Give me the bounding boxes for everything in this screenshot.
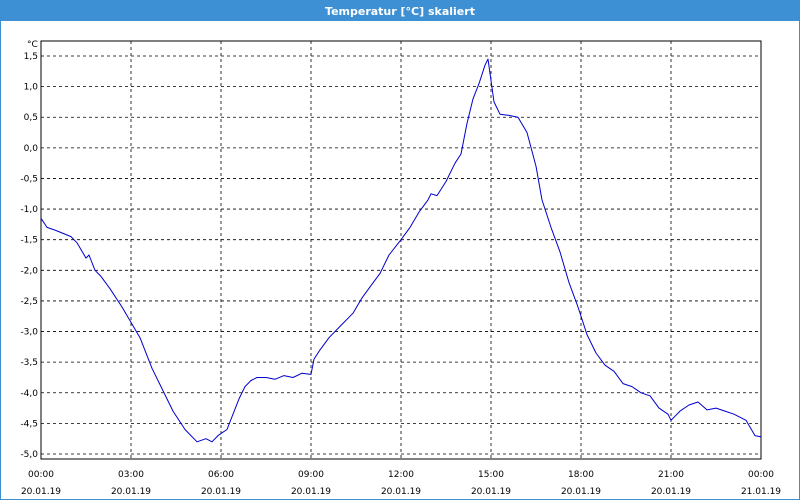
x-tick-time-label: 21:00	[658, 470, 684, 480]
window-title: Temperatur [°C] skaliert	[1, 1, 799, 21]
y-tick-label: -2,0	[20, 266, 38, 276]
x-tick-date-label: 20.01.19	[471, 487, 511, 497]
x-tick-time-label: 06:00	[208, 470, 234, 480]
y-tick-label: -4,0	[20, 389, 38, 399]
x-tick-time-label: 00:00	[748, 470, 774, 480]
x-tick-time-label: 03:00	[118, 470, 144, 480]
x-tick-time-label: 00:00	[28, 470, 54, 480]
x-tick-date-label: 20.01.19	[381, 487, 421, 497]
y-tick-label: -3,0	[20, 328, 38, 338]
x-tick-date-label: 20.01.19	[651, 487, 691, 497]
y-tick-label: -2,5	[20, 297, 38, 307]
x-tick-date-label: 20.01.19	[21, 487, 61, 497]
y-tick-label: -1,0	[20, 205, 38, 215]
y-tick-label: 0,5	[24, 113, 38, 123]
y-tick-label: 1,5	[24, 52, 38, 62]
x-tick-date-label: 20.01.19	[111, 487, 151, 497]
y-tick-label: 1,0	[24, 83, 39, 93]
y-tick-label: 0,0	[24, 144, 39, 154]
x-tick-time-label: 18:00	[568, 470, 594, 480]
x-tick-time-label: 09:00	[298, 470, 324, 480]
y-tick-label: -4,5	[20, 419, 38, 429]
x-tick-date-label: 20.01.19	[291, 487, 331, 497]
x-tick-time-label: 12:00	[388, 470, 414, 480]
y-tick-label: -5,0	[20, 450, 38, 460]
y-tick-label: -1,5	[20, 236, 38, 246]
x-tick-date-label: 21.01.19	[741, 487, 781, 497]
temperature-series-line	[40, 58, 762, 443]
y-tick-label: -3,5	[20, 358, 38, 368]
x-tick-date-label: 20.01.19	[561, 487, 601, 497]
y-tick-label: -0,5	[20, 174, 38, 184]
x-tick-date-label: 20.01.19	[201, 487, 241, 497]
x-tick-time-label: 15:00	[478, 470, 504, 480]
y-axis-unit-label: °C	[27, 40, 38, 50]
